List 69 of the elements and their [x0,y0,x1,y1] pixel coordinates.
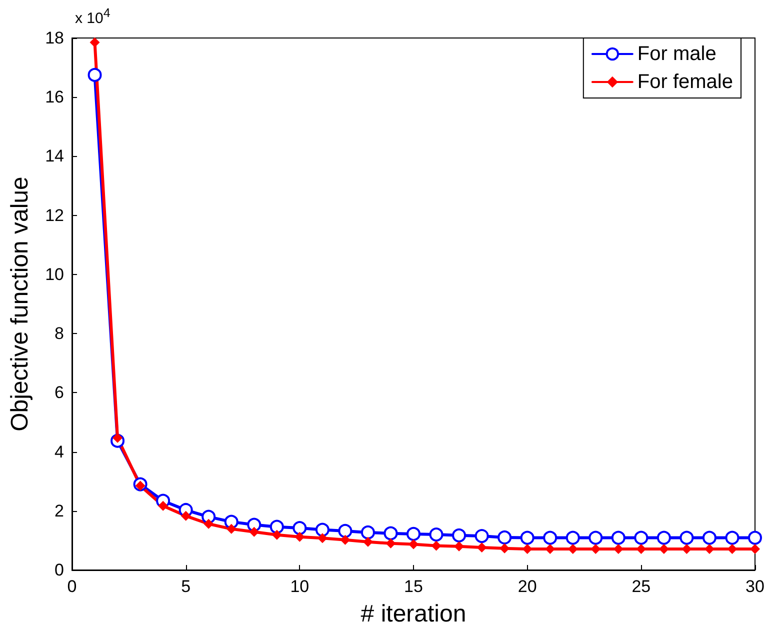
point [522,544,532,554]
point [476,542,487,553]
point [634,530,648,545]
text: x 10$^{4}$ [75,6,110,27]
point [725,530,740,545]
y-tick-label: 0 [54,560,64,580]
point [249,526,260,537]
point [158,500,168,511]
point [204,518,214,529]
x-tick-label: 5 [181,577,191,596]
x-tick-label: 15 [404,577,423,596]
legend-label: For female [637,71,734,93]
point [360,525,375,540]
point [292,521,307,536]
point [315,522,330,537]
point [543,530,558,545]
point [226,524,236,534]
point [500,543,510,554]
y-axis-title: Objective function value [6,176,34,432]
point [90,37,100,48]
x-tick-label: 25 [632,577,651,596]
point [338,524,352,538]
x-axis-title: # iteration [360,600,466,628]
x-tick-label: 20 [518,577,537,596]
point [656,530,671,545]
point [88,68,102,82]
point [384,526,398,540]
y-tick-label: 4 [54,442,64,462]
x-tick-label: 0 [67,577,77,596]
point [682,544,692,554]
point [566,530,580,545]
point [180,510,191,521]
point [454,541,464,552]
point [408,539,418,550]
x-tick-label: 10 [290,577,310,596]
point [748,530,762,545]
y-tick-label: 16 [45,88,64,107]
point [340,534,350,545]
point [568,544,578,554]
point [520,530,534,545]
y-tick-label: 12 [45,206,64,225]
point [702,530,716,545]
point [452,528,466,542]
point [429,528,444,542]
x-tick-label: 30 [746,577,764,596]
point [590,544,601,554]
y-tick-label: 18 [45,28,64,48]
point [317,533,328,544]
legend-label: For male [637,43,716,65]
y-tick-label: 10 [45,264,64,284]
point [406,526,420,541]
point [474,529,489,544]
y-tick-label: 14 [45,146,64,166]
point [270,520,284,534]
y-tick-label: 2 [54,501,64,520]
point [431,540,442,551]
point [386,538,396,548]
y-tick-label: 8 [54,324,64,344]
point [750,544,760,554]
point [588,530,603,545]
point [680,530,694,545]
point [294,532,305,542]
point [362,536,373,547]
point [636,544,646,554]
point [727,544,738,554]
point [272,530,282,540]
point [498,530,512,544]
point [611,530,626,545]
y-tick-label: 6 [54,383,64,402]
